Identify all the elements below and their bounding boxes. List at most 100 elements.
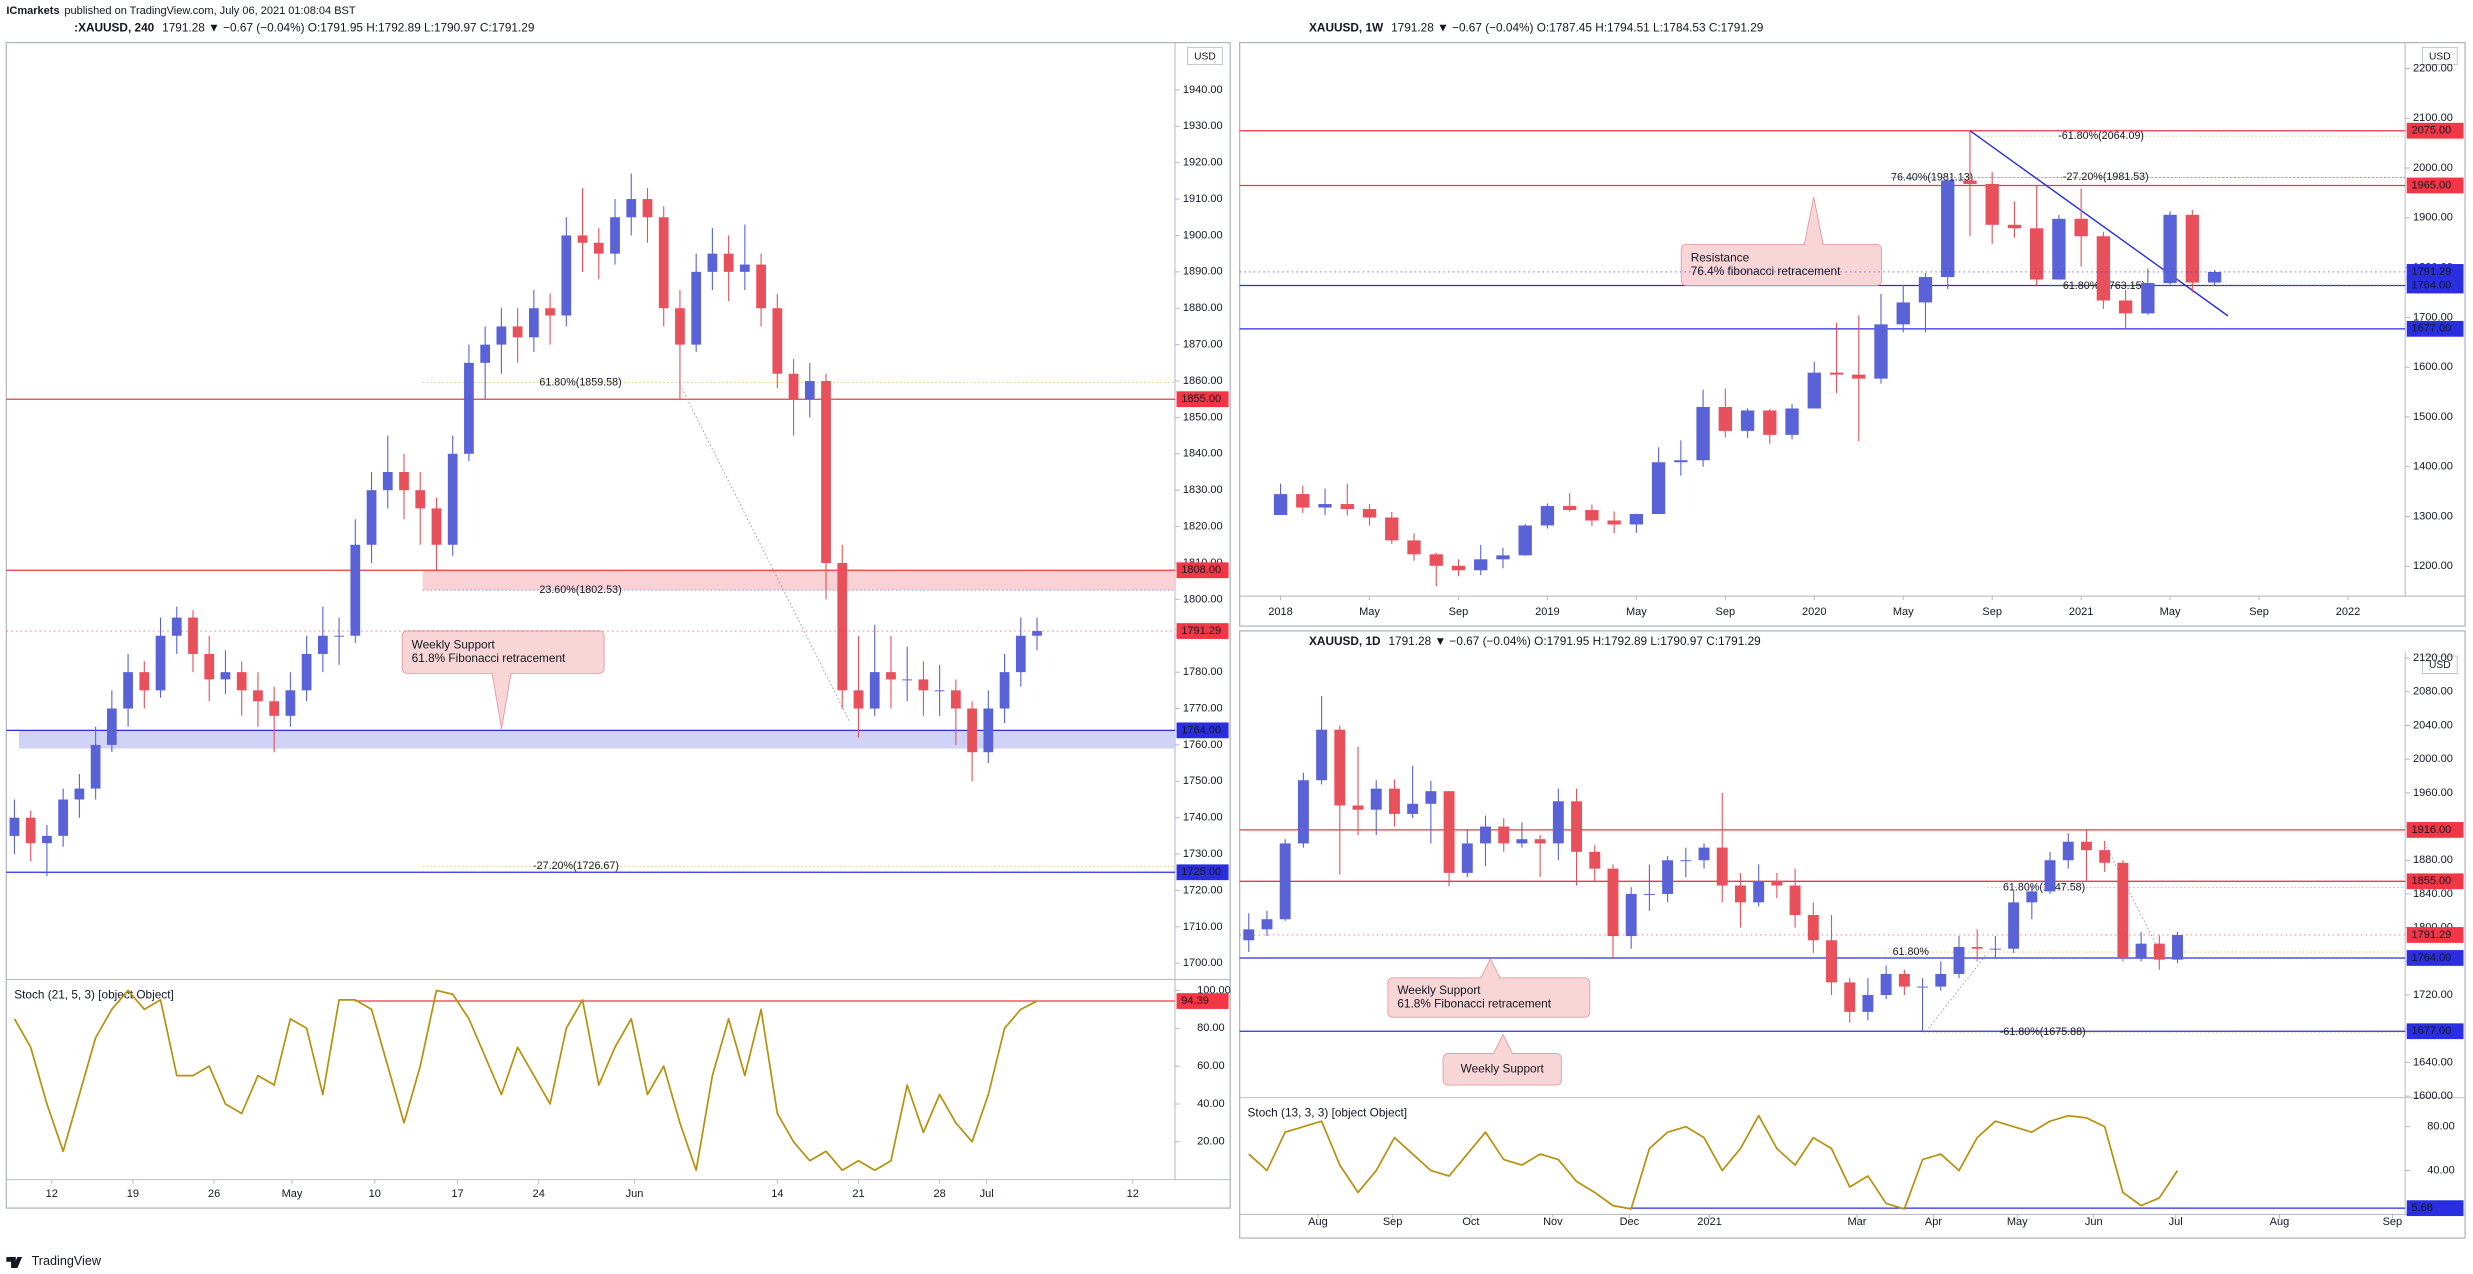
panel-frame (1239, 630, 2466, 1239)
candle-body (1896, 302, 1910, 325)
candle-body (1571, 801, 1583, 852)
candle-body (2044, 860, 2056, 892)
y-tick-label: 1400.00 (2413, 461, 2453, 473)
y-tick-label: 1740.00 (1183, 812, 1223, 824)
price-label-box (1176, 864, 1229, 881)
candle-body (1585, 510, 1599, 521)
candle-body (123, 672, 133, 709)
price-label-box (2406, 927, 2464, 943)
candle-body (1753, 881, 1765, 903)
candle-body (512, 326, 523, 338)
candle-body (1763, 410, 1777, 435)
x-tick-label: 14 (771, 1188, 783, 1200)
x-tick-label: May (1626, 606, 1647, 618)
x-tick-label: 21 (852, 1188, 864, 1200)
x-tick-label: Jul (2169, 1216, 2183, 1228)
candle-body (366, 490, 377, 545)
candle-body (2207, 271, 2222, 283)
candle-body (1985, 183, 1999, 225)
candle-body (593, 242, 604, 254)
x-tick-label: May (2007, 1216, 2028, 1228)
logo-icon (6, 1256, 23, 1269)
candle-body (1562, 506, 1577, 511)
candle-body (1880, 973, 1892, 996)
fib-label: -27.20%(1726.67) (533, 860, 619, 872)
candle-body (1552, 801, 1564, 844)
candle-body (464, 362, 474, 454)
x-tick-label: 2021 (1697, 1216, 1722, 1228)
candle-body (1807, 915, 1819, 941)
candle-body (42, 835, 52, 844)
candle-body (2080, 841, 2092, 851)
candle-body (886, 672, 896, 680)
indicator-title: Stoch (13, 3, 3) [object Object] (1248, 1106, 1408, 1120)
fib-label: -27.20%(1981.53) (2063, 171, 2149, 183)
candle-body (1680, 860, 1692, 862)
trendline (1925, 954, 1987, 1032)
candle-body (951, 690, 961, 709)
fib-label: -61.80%(2064.09) (2058, 130, 2144, 142)
y-tick-label: 1900.00 (1183, 229, 1223, 241)
y-tick-label: 1870.00 (1183, 339, 1223, 351)
published-note: published on TradingView.com, July 06, 2… (64, 5, 356, 17)
quote: 1791.28 ▼ −0.67 (−0.04%) O:1791.95 H:179… (162, 21, 535, 35)
x-tick-label: 12 (1127, 1188, 1139, 1200)
candle-body (9, 817, 20, 836)
y-tick-label: 2100.00 (2413, 112, 2453, 124)
y-tick-label: 1890.00 (1183, 266, 1223, 278)
candle-body (1407, 803, 1419, 814)
x-tick-label: May (2160, 606, 2181, 618)
y-tick-label: 80.00 (2427, 1121, 2455, 1133)
price-label: 1791.29 (1181, 625, 1221, 637)
price-label: 1791.29 (2411, 266, 2451, 278)
candle-body (1807, 372, 1821, 409)
candle-body (837, 562, 848, 691)
candle-body (1989, 948, 2001, 950)
zone (422, 570, 1175, 591)
candle-body (1340, 504, 1354, 510)
candle-body (1734, 885, 1746, 903)
candle-body (577, 235, 588, 243)
candle-body (1243, 929, 1255, 941)
candle-body (1273, 494, 1288, 516)
x-tick-label: Jul (980, 1188, 994, 1200)
callout-text: 61.8% Fibonacci retracement (1397, 996, 1551, 1010)
candle-body (1941, 180, 1955, 278)
price-label: 1764.00 (2411, 952, 2451, 964)
y-tick-label: 1770.00 (1183, 702, 1223, 714)
y-tick-label: 1700.00 (1183, 957, 1223, 969)
x-tick-label: 2021 (2069, 606, 2094, 618)
candle-body (821, 381, 831, 563)
y-tick-label: 1900.00 (2413, 212, 2453, 224)
candle-body (1461, 843, 1473, 873)
candle-body (1589, 851, 1601, 869)
candle-body (610, 217, 620, 254)
candle-body (2008, 902, 2020, 949)
candle-body (447, 453, 458, 545)
candle-body (188, 617, 198, 654)
candle-body (528, 308, 539, 338)
fib-label: -61.80%(1675.88) (2000, 1026, 2086, 1038)
chart: :XAUUSD, 240 1791.28 ▼ −0.67 (−0.04%) O:1… (6, 21, 1231, 1200)
candle-body (2118, 300, 2133, 314)
y-tick-label: 1730.00 (1183, 848, 1223, 860)
x-tick-label: 10 (369, 1188, 381, 1200)
candle-body (756, 264, 766, 309)
price-label-box (1176, 993, 1229, 1009)
publisher: ICmarkets (6, 5, 59, 17)
currency: USD (2429, 660, 2451, 671)
price-label: 94.39 (1181, 995, 1209, 1007)
y-tick-label: 1820.00 (1183, 520, 1223, 532)
candle-body (1496, 555, 1510, 560)
candle-body (350, 544, 361, 636)
y-tick-label: 2000.00 (2413, 162, 2453, 174)
candle-body (1443, 791, 1455, 873)
y-tick-label: 1780.00 (1183, 666, 1223, 678)
candle-body (1874, 324, 1888, 379)
candle-body (253, 690, 263, 702)
candle-body (804, 381, 815, 400)
price-label-box (2406, 950, 2464, 966)
candle-body (902, 679, 913, 681)
candle-body (1352, 805, 1364, 810)
candle-body (220, 672, 231, 680)
